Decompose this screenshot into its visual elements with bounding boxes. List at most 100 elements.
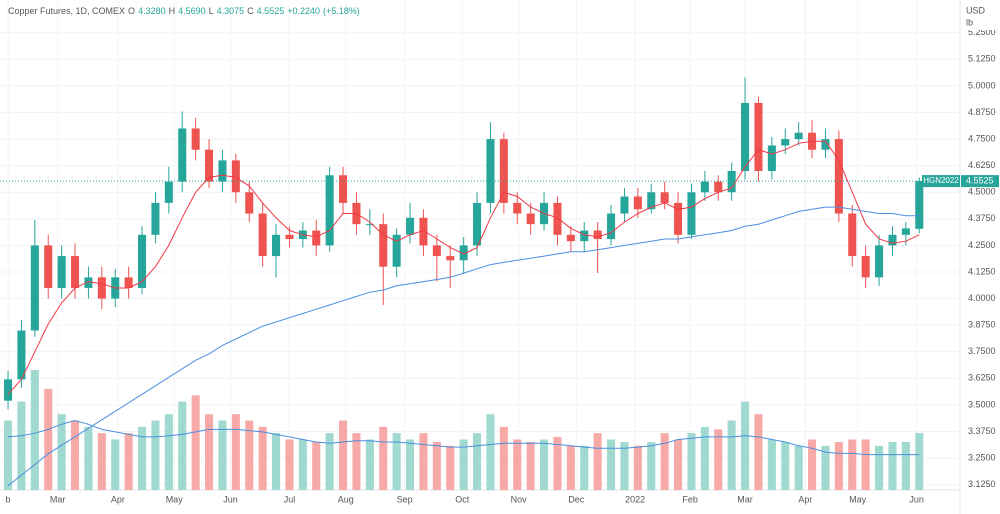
candle-body [727, 170, 736, 193]
volume-bar [111, 439, 120, 490]
y-tick-label: 3.6250 [968, 373, 996, 383]
y-tick-label: 4.5000 [968, 187, 996, 197]
candle-body [379, 224, 388, 267]
x-tick-label: Jun [223, 494, 238, 504]
volume-bar [647, 442, 656, 490]
volume-bar [459, 439, 468, 490]
header-text: H [168, 6, 176, 16]
candle-body [821, 139, 830, 150]
volume-bar [352, 433, 361, 490]
candle-body [875, 245, 884, 278]
candle-body [4, 379, 13, 401]
x-tick-label: Jun [909, 494, 924, 504]
volume-bar [191, 395, 200, 490]
candle-body [593, 230, 602, 240]
candle-body [325, 175, 334, 246]
candle-body [754, 102, 763, 171]
volume-bar [379, 426, 388, 490]
candle-body [218, 160, 227, 182]
y-tick-label: 3.5000 [968, 399, 996, 409]
candle-body [231, 160, 240, 193]
y-tick-label: 4.0000 [968, 293, 996, 303]
moving-average-line [7, 140, 920, 395]
y-tick-label: 4.2500 [968, 240, 996, 250]
volume-bar [406, 439, 415, 490]
volume-bar [218, 420, 227, 490]
volume-bar [834, 442, 843, 490]
candle-body [191, 128, 200, 150]
header-text: 4.5525 [256, 6, 285, 16]
candle-body [57, 256, 66, 288]
volume-bar [164, 414, 173, 490]
y-tick-label: 5.1250 [968, 54, 996, 64]
volume-bar [633, 445, 642, 490]
candle-body [124, 277, 133, 288]
volume-bar [205, 414, 214, 490]
candle-body [44, 245, 53, 288]
candle-body [607, 213, 616, 240]
volume-bar [124, 433, 133, 490]
volume-bar [392, 433, 401, 490]
unit-bg [962, 4, 998, 30]
candle-body [84, 277, 93, 288]
price-tag [961, 175, 999, 188]
candle-body [674, 202, 683, 235]
header-text: O [128, 6, 136, 16]
volume-bar [727, 420, 736, 490]
candle-body [258, 213, 267, 257]
candle-body [272, 234, 281, 257]
candle-body [97, 277, 106, 299]
volume-bar [365, 439, 374, 490]
symbol-tag-text: HGN2022 [923, 176, 959, 185]
volume-bar [714, 429, 723, 490]
candle-body [741, 102, 750, 171]
x-tick-label: Dec [568, 494, 585, 504]
volume-bar [808, 439, 817, 490]
candle-body [580, 230, 589, 242]
volume-bar [298, 439, 307, 490]
volume-bar [57, 414, 66, 490]
y-tick-label: 5.0000 [968, 80, 996, 90]
volume-bar [84, 426, 93, 490]
axis-bg [960, 0, 1000, 514]
header-text: C [247, 6, 254, 16]
volume-ma-line [7, 419, 920, 456]
volume-bar [499, 426, 508, 490]
candle-body [339, 175, 348, 203]
candle-body [446, 256, 455, 261]
candle-body [419, 217, 428, 246]
volume-bar [540, 439, 549, 490]
volume-bar [473, 433, 482, 490]
x-tick-label: Nov [511, 494, 528, 504]
volume-bar [419, 433, 428, 490]
volume-bar [553, 436, 562, 490]
volume-bar [700, 426, 709, 490]
header-text: (+5.18%) [323, 6, 360, 16]
candle-body [901, 228, 910, 235]
header-text: L [208, 6, 214, 16]
currency: USD [966, 5, 986, 15]
volume-bar [178, 401, 187, 490]
header-text: 4.3075 [216, 6, 245, 16]
y-tick-label: 3.1250 [968, 479, 996, 489]
volume-bar [794, 445, 803, 490]
candle-body [499, 139, 508, 203]
volume-bar [620, 442, 629, 490]
price-tag-text: 4.5525 [966, 175, 994, 185]
volume-bar [432, 442, 441, 490]
x-tick-label: Feb [682, 494, 698, 504]
y-tick-label: 4.6250 [968, 160, 996, 170]
x-tick-label: b [6, 494, 11, 504]
x-tick-label: Jul [284, 494, 296, 504]
volume-bar [17, 401, 26, 490]
volume-bar [44, 388, 53, 490]
volume-bar [513, 439, 522, 490]
x-tick-label: Sep [397, 494, 413, 504]
candle-body [647, 192, 656, 210]
candle-body [861, 256, 870, 278]
y-tick-label: 4.8750 [968, 107, 996, 117]
volume-bar [901, 442, 910, 490]
candle-body [432, 245, 441, 257]
